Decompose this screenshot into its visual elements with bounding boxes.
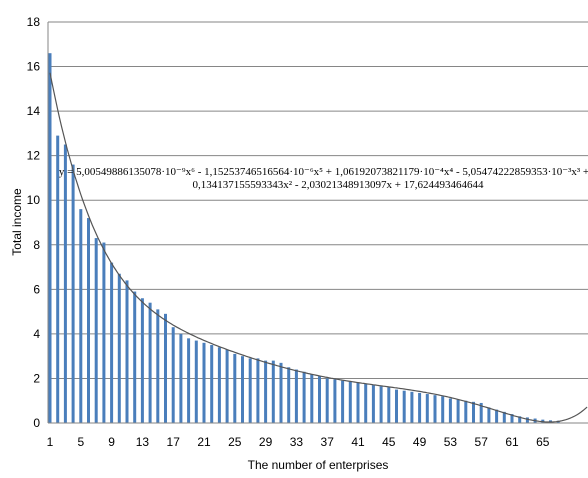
bar	[233, 354, 236, 423]
bar	[87, 218, 90, 423]
y-tick-label: 18	[27, 15, 41, 29]
bar	[403, 391, 406, 423]
bar	[333, 380, 336, 423]
bar	[249, 358, 252, 423]
trendline-equation-line-1: y = 5,00549886135078·10⁻⁹x⁶ - 1,15253746…	[59, 166, 588, 178]
trendline-equation-line-2: 0,134137155593343x² - 2,03021348913097x …	[193, 179, 484, 191]
bar	[95, 238, 98, 423]
y-tick-label: 8	[33, 238, 40, 252]
bar	[126, 280, 129, 423]
bar	[164, 314, 167, 423]
bar	[118, 274, 121, 423]
bar	[56, 136, 59, 423]
bar	[326, 378, 329, 423]
y-tick-label: 2	[33, 371, 40, 385]
bar	[141, 298, 144, 423]
bar	[387, 387, 390, 423]
bar	[156, 309, 159, 423]
bar	[434, 395, 437, 423]
bar	[110, 263, 113, 423]
bar	[441, 396, 444, 423]
bar	[495, 410, 498, 423]
bar	[49, 53, 52, 423]
y-tick-label: 6	[33, 282, 40, 296]
bar	[341, 381, 344, 423]
bar	[218, 347, 221, 423]
bar	[79, 209, 82, 423]
bar	[256, 358, 259, 423]
x-tick-label: 13	[136, 435, 150, 449]
bar	[172, 327, 175, 423]
bar	[295, 370, 298, 423]
x-tick-label: 33	[290, 435, 304, 449]
bar	[357, 383, 360, 423]
bar	[380, 386, 383, 423]
bar	[318, 376, 321, 423]
x-tick-label: 37	[321, 435, 335, 449]
x-tick-label: 41	[351, 435, 365, 449]
y-tick-labels: 0 2 4 6 8 10 12 14 16 18	[27, 15, 41, 430]
bar	[210, 345, 213, 423]
bar	[303, 372, 306, 423]
bar	[264, 361, 267, 423]
bar	[310, 374, 313, 423]
x-tick-label: 53	[444, 435, 458, 449]
bar	[241, 356, 244, 423]
y-tick-label: 0	[33, 416, 40, 430]
bar	[410, 392, 413, 423]
bar	[195, 341, 198, 423]
bar	[364, 384, 367, 423]
x-tick-label: 61	[505, 435, 519, 449]
x-tick-label: 21	[197, 435, 211, 449]
bar	[179, 334, 182, 423]
bar	[349, 382, 352, 423]
x-tick-label: 5	[77, 435, 84, 449]
plot-background	[48, 22, 588, 423]
x-tick-label: 25	[228, 435, 242, 449]
bar	[72, 165, 75, 423]
bar	[464, 401, 467, 423]
x-tick-labels: 1 5 9 13 17 21 25 29 33 37 41 45 49 53 57 61 65	[47, 435, 550, 449]
x-tick-label: 45	[382, 435, 396, 449]
bar	[472, 402, 475, 423]
y-tick-label: 4	[33, 327, 40, 341]
y-tick-label: 12	[27, 149, 41, 163]
bar	[203, 343, 206, 423]
bar	[457, 400, 460, 423]
x-tick-label: 57	[475, 435, 489, 449]
x-tick-label: 17	[167, 435, 181, 449]
y-tick-label: 10	[27, 193, 41, 207]
x-tick-label: 29	[259, 435, 273, 449]
y-tick-label: 14	[27, 104, 41, 118]
bar	[449, 398, 452, 423]
x-tick-label: 65	[536, 435, 550, 449]
bar	[149, 303, 152, 423]
y-tick-label: 16	[27, 60, 41, 74]
bar	[102, 243, 105, 423]
bar	[418, 393, 421, 423]
bar	[526, 417, 529, 423]
bar	[226, 349, 229, 423]
bar	[64, 145, 67, 423]
y-axis-title: Total income	[10, 188, 24, 256]
x-axis-title: The number of enterprises	[248, 458, 389, 472]
bar	[487, 407, 490, 423]
bar	[133, 292, 136, 423]
bar	[395, 390, 398, 423]
bar	[287, 367, 290, 423]
bar	[372, 385, 375, 423]
bar	[187, 338, 190, 423]
x-tick-label: 9	[108, 435, 115, 449]
bar	[426, 394, 429, 423]
bar	[280, 363, 283, 423]
x-tick-label: 1	[47, 435, 54, 449]
bar	[272, 361, 275, 423]
x-tick-label: 49	[413, 435, 427, 449]
